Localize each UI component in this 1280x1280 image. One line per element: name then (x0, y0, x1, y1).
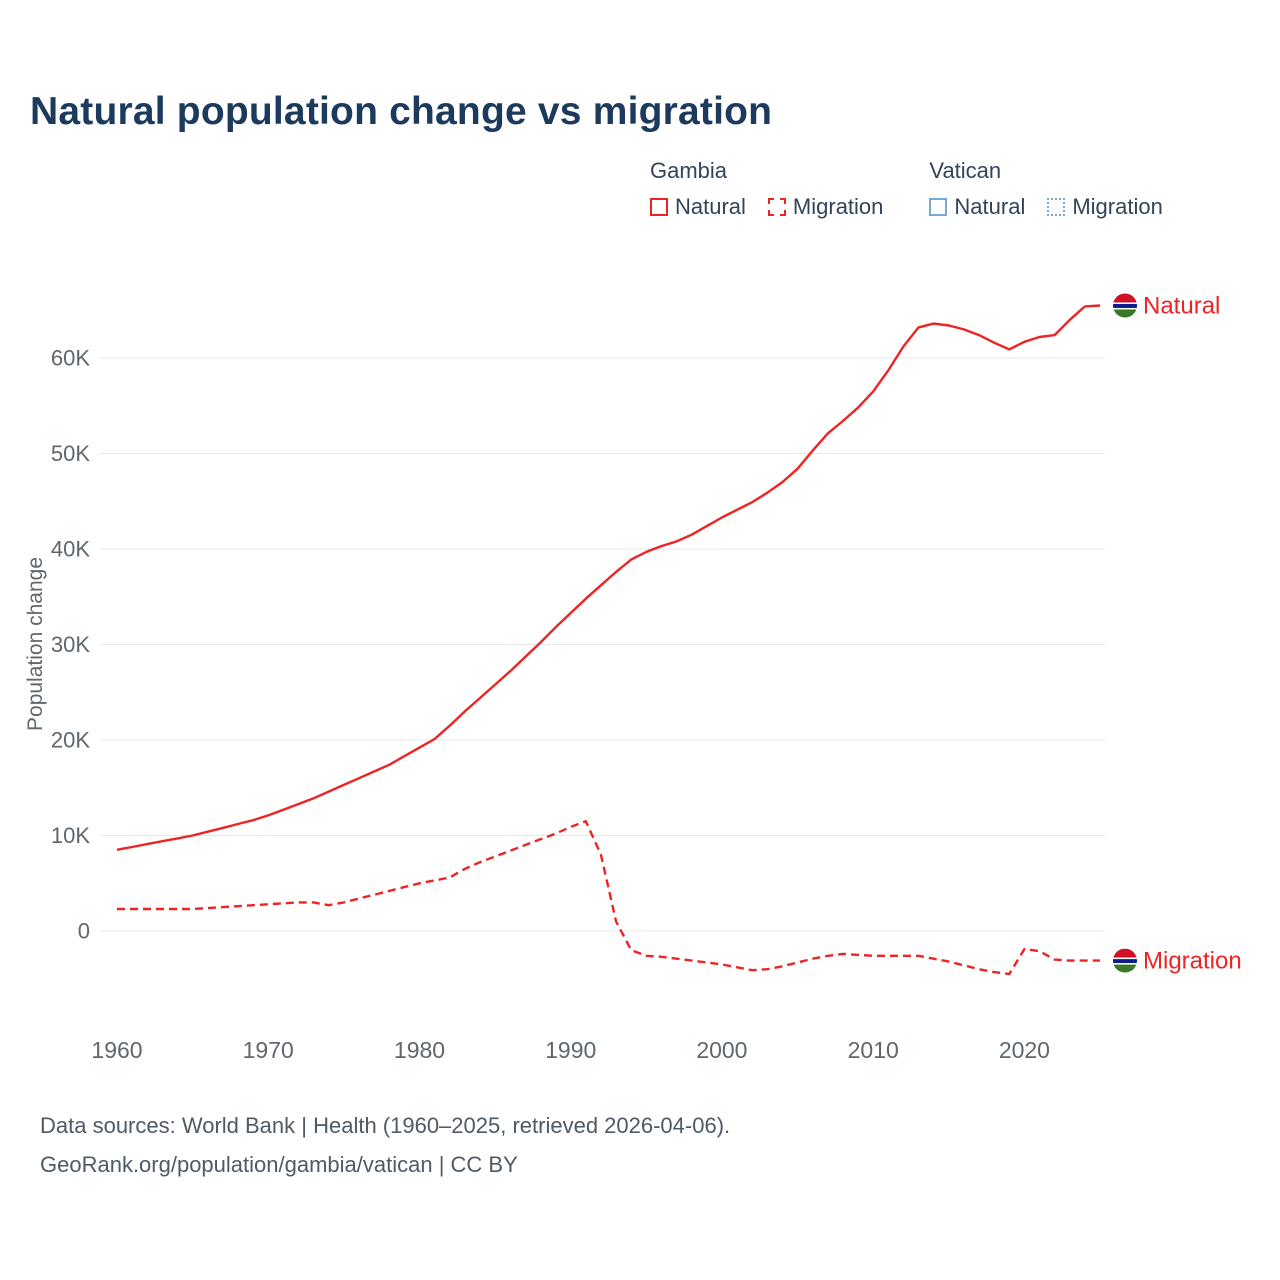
legend-swatch-blue-solid-icon (929, 198, 948, 216)
attribution-line: GeoRank.org/population/gambia/vatican | … (40, 1152, 518, 1177)
gambia-flag-icon (1113, 948, 1137, 973)
y-tick-label: 20K (51, 728, 90, 753)
y-tick-label: 30K (51, 632, 90, 657)
legend-item-gambia-natural[interactable]: Natural (650, 194, 746, 220)
legend-item-label: Natural (675, 194, 746, 219)
legend-swatch-red-dashed-icon (767, 198, 786, 216)
flag-stripe (1113, 309, 1137, 318)
y-tick-label: 0 (78, 919, 90, 944)
legend-group-gambia-label: Gambia (650, 158, 728, 183)
series-line-gambia-natural (116, 304, 1101, 851)
gambia-flag-icon (1113, 293, 1137, 318)
legend-group-vatican-items: Natural Migration (929, 194, 1163, 220)
flag-stripe (1113, 948, 1137, 958)
end-label-migration: Migration (1143, 948, 1242, 975)
end-label-natural: Natural (1143, 293, 1220, 320)
legend-item-gambia-migration[interactable]: Migration (767, 194, 884, 220)
x-tick-label: 2010 (848, 1037, 899, 1063)
legend-group-vatican: Vatican Natural Migration (929, 158, 1163, 220)
x-tick-label: 2020 (999, 1037, 1050, 1063)
y-axis-title: Population change (24, 557, 47, 731)
y-tick-label: 10K (51, 823, 90, 848)
y-tick-label: 60K (51, 346, 90, 371)
y-tick-label: 50K (51, 441, 90, 466)
flag-stripe (1113, 307, 1137, 310)
page-title: Natural population change vs migration (30, 90, 773, 133)
legend-swatch-red-solid-icon (650, 198, 668, 216)
series-line-gambia-migration (117, 820, 1100, 976)
flag-stripe (1113, 303, 1137, 308)
legend: Gambia Natural Migration Vatican Natural… (650, 158, 1163, 220)
legend-item-vatican-natural[interactable]: Natural (929, 194, 1025, 220)
legend-item-label: Migration (1072, 194, 1163, 219)
x-tick-label: 2000 (696, 1037, 747, 1063)
flag-stripe (1113, 302, 1137, 304)
x-tick-label: 1990 (545, 1037, 596, 1063)
flag-stripe (1113, 959, 1137, 964)
flag-stripe (1113, 957, 1137, 960)
legend-group-gambia: Gambia Natural Migration (650, 158, 883, 220)
flag-stripe (1113, 963, 1137, 965)
x-tick-label: 1980 (394, 1037, 445, 1063)
x-tick-label: 1960 (91, 1037, 142, 1063)
footer: Data sources: World Bank | Health (1960–… (40, 1106, 730, 1184)
legend-swatch-blue-dotted-icon (1047, 198, 1066, 216)
flag-stripe (1113, 964, 1137, 973)
legend-group-vatican-label: Vatican (929, 158, 1002, 183)
x-tick-label: 1970 (243, 1037, 294, 1063)
data-sources-line: Data sources: World Bank | Health (1960–… (40, 1113, 731, 1138)
legend-item-label: Natural (954, 194, 1026, 219)
legend-item-label: Migration (792, 194, 884, 219)
y-tick-label: 40K (51, 537, 90, 562)
flag-stripe (1113, 293, 1137, 303)
legend-group-gambia-items: Natural Migration (650, 194, 883, 220)
legend-item-vatican-migration[interactable]: Migration (1047, 194, 1163, 220)
